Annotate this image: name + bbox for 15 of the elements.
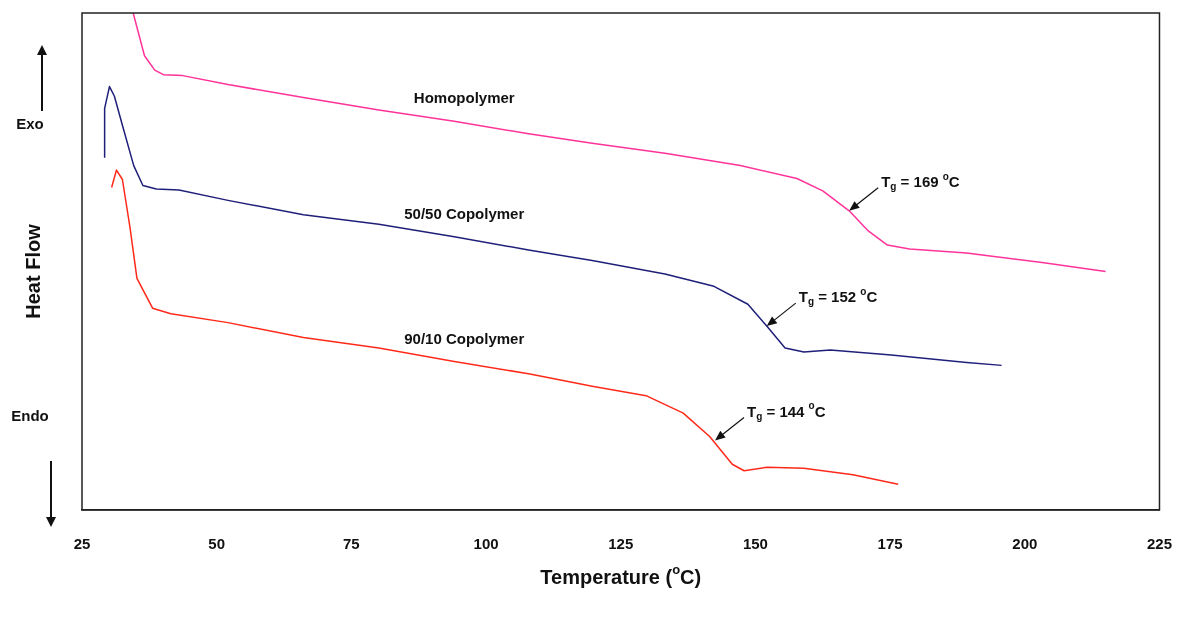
- x-tick-label: 25: [73, 535, 91, 553]
- series-label: 50/50 Copolymer: [404, 204, 525, 222]
- x-tick-label: 175: [877, 535, 903, 553]
- x-tick-label: 75: [343, 535, 360, 553]
- x-tick-label: 150: [742, 535, 768, 553]
- x-tick-label: 125: [608, 535, 634, 553]
- x-tick-label: 100: [473, 535, 499, 553]
- x-tick-label: 200: [1012, 535, 1038, 553]
- series-label: 90/10 Copolymer: [404, 329, 525, 347]
- x-tick-label: 225: [1146, 535, 1172, 553]
- text: Endo: [11, 407, 49, 425]
- text: Exo: [16, 115, 44, 133]
- series-label: Homopolymer: [413, 89, 515, 107]
- y-axis-title: Heat Flow: [21, 223, 44, 319]
- x-tick-label: 50: [208, 535, 226, 553]
